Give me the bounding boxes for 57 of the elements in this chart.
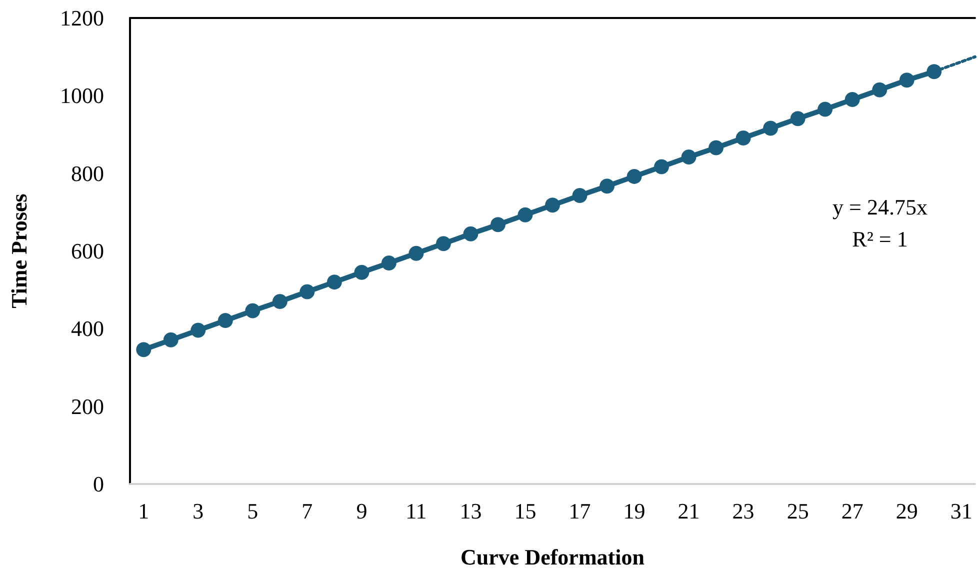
x-tick-label: 15 <box>514 498 536 524</box>
point <box>381 256 396 271</box>
x-axis-title: Curve Deformation <box>460 544 644 570</box>
x-tick-label: 7 <box>302 498 313 524</box>
point <box>490 217 506 232</box>
y-tick-label: 600 <box>71 238 104 264</box>
point <box>736 130 751 146</box>
annotation: R² = 1 <box>852 226 908 252</box>
point <box>354 264 370 280</box>
point <box>681 150 696 165</box>
y-tick-label: 1000 <box>60 83 104 108</box>
x-tick-label: 25 <box>786 498 809 524</box>
point <box>572 188 588 203</box>
x-tick-label: 29 <box>896 498 918 524</box>
x-tick-label: 5 <box>247 498 258 524</box>
point <box>872 82 888 98</box>
point <box>245 303 260 318</box>
point <box>272 294 288 309</box>
point <box>163 332 178 348</box>
annotation: y = 24.75x <box>832 194 928 220</box>
y-tick-label: 1200 <box>60 6 104 30</box>
x-tick-label: 3 <box>192 498 204 524</box>
x-tick-label: 1 <box>138 498 150 524</box>
point <box>218 313 233 328</box>
y-tick-label: 800 <box>71 160 104 186</box>
x-tick-label: 31 <box>950 498 972 524</box>
point <box>190 322 206 338</box>
point <box>545 198 560 213</box>
x-tick-label: 19 <box>623 498 646 524</box>
point <box>844 92 860 108</box>
x-tick-label: 23 <box>732 498 754 524</box>
x-tick-label: 9 <box>356 498 368 524</box>
point <box>654 159 670 174</box>
x-tick-label: 27 <box>841 498 864 524</box>
point <box>300 284 315 300</box>
x-tick-label: 11 <box>406 498 427 524</box>
point <box>926 64 942 80</box>
point <box>326 274 342 290</box>
point <box>518 207 533 222</box>
x-tick-label: 13 <box>460 498 482 524</box>
point <box>818 102 833 117</box>
point <box>899 72 914 88</box>
point <box>790 111 806 126</box>
point <box>600 178 615 194</box>
y-tick-label: 400 <box>71 316 104 342</box>
point <box>463 226 478 242</box>
point <box>763 120 778 136</box>
x-tick-label: 21 <box>678 498 700 524</box>
point <box>708 140 724 156</box>
point <box>136 342 152 358</box>
x-tick-label: 17 <box>568 498 591 524</box>
y-axis-title: Time Proses <box>6 193 32 308</box>
point <box>626 168 642 184</box>
y-tick-label: 200 <box>71 394 104 419</box>
point <box>408 246 424 261</box>
y-tick-label: 0 <box>93 472 104 496</box>
point <box>436 236 451 252</box>
